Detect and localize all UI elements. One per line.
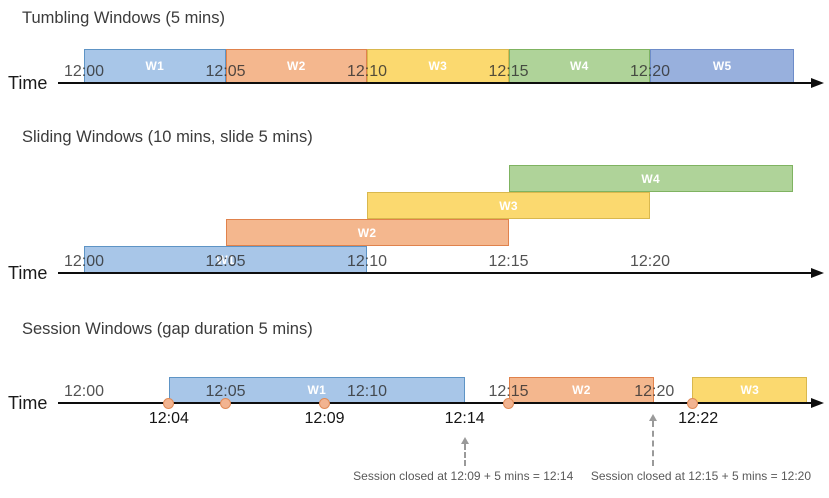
axis-arrowhead-icon [811,398,824,408]
window-bar-w2: W2 [508,377,655,403]
dashed-arrow-head-icon [648,414,657,421]
window-bar-w1: W1 [84,49,226,83]
window-label: W2 [572,383,591,397]
axis-arrowhead-icon [811,268,824,278]
event-dot [503,397,514,409]
axis-tick-label: 12:10 [346,253,388,270]
window-bar-w3: W3 [367,192,650,219]
window-bar-w2: W2 [225,49,367,83]
axis-tick-label: 12:15 [488,383,529,400]
event-time-label: 12:22 [678,410,719,427]
session-closed-annotation: Session closed at 12:15 + 5 mins = 12:20 [590,469,812,483]
window-label: W5 [712,59,732,73]
time-axis [58,402,812,404]
axis-tick-label: 12:00 [63,63,105,80]
session-section-title: Session Windows (gap duration 5 mins) [22,320,313,338]
axis-tick-label: 12:05 [205,383,246,400]
window-bar-w4: W4 [508,165,793,192]
axis-tick-label: 12:00 [63,383,105,400]
window-label: W3 [428,59,448,73]
sliding-section-title: Sliding Windows (10 mins, slide 5 mins) [22,128,313,146]
window-label: W4 [641,171,660,186]
dashed-arrow-line [651,421,654,466]
window-bar-w4: W4 [508,49,650,83]
window-label: W4 [569,59,589,73]
axis-tick-label: 12:20 [629,253,671,270]
window-bar-w3: W3 [367,49,509,83]
axis-tick-label: 12:20 [634,383,675,400]
event-time-label: 12:09 [304,410,345,427]
axis-arrowhead-icon [811,78,824,88]
window-label: W3 [740,383,760,397]
time-axis-label-session: Time [8,393,48,413]
window-bar-w1: W1 [84,246,367,273]
window-label: W3 [499,198,518,213]
window-bar-w3: W3 [692,377,808,403]
time-axis [58,272,812,274]
event-dot [163,397,175,409]
window-bar-w5: W5 [650,49,795,83]
dashed-arrow-line [463,444,466,466]
window-label: W1 [307,383,327,397]
tumbling-section-title: Tumbling Windows (5 mins) [22,9,225,27]
axis-tick-label: 12:10 [346,383,388,400]
event-time-label: 12:04 [148,410,189,427]
time-axis-label-tumbling: Time [8,73,48,93]
time-axis-label-sliding: Time [8,263,48,283]
axis-tick-label: 12:05 [205,63,246,80]
event-time-label: 12:14 [444,410,485,427]
axis-tick-label: 12:20 [629,63,671,80]
dashed-arrow-head-icon [460,437,469,444]
session-closed-annotation: Session closed at 12:09 + 5 mins = 12:14 [353,469,574,483]
time-axis [58,82,812,84]
window-label: W2 [357,225,377,240]
axis-tick-label: 12:15 [488,63,529,80]
axis-tick-label: 12:05 [205,253,246,270]
window-label: W2 [286,59,306,73]
event-dot [319,397,331,409]
event-dot [220,397,231,409]
axis-tick-label: 12:10 [346,63,388,80]
window-label: W1 [216,252,235,267]
event-dot [686,397,698,409]
axis-tick-label: 12:15 [488,253,529,270]
axis-tick-label: 12:00 [63,253,105,270]
window-label: W1 [145,59,165,73]
window-bar-w2: W2 [225,219,509,246]
